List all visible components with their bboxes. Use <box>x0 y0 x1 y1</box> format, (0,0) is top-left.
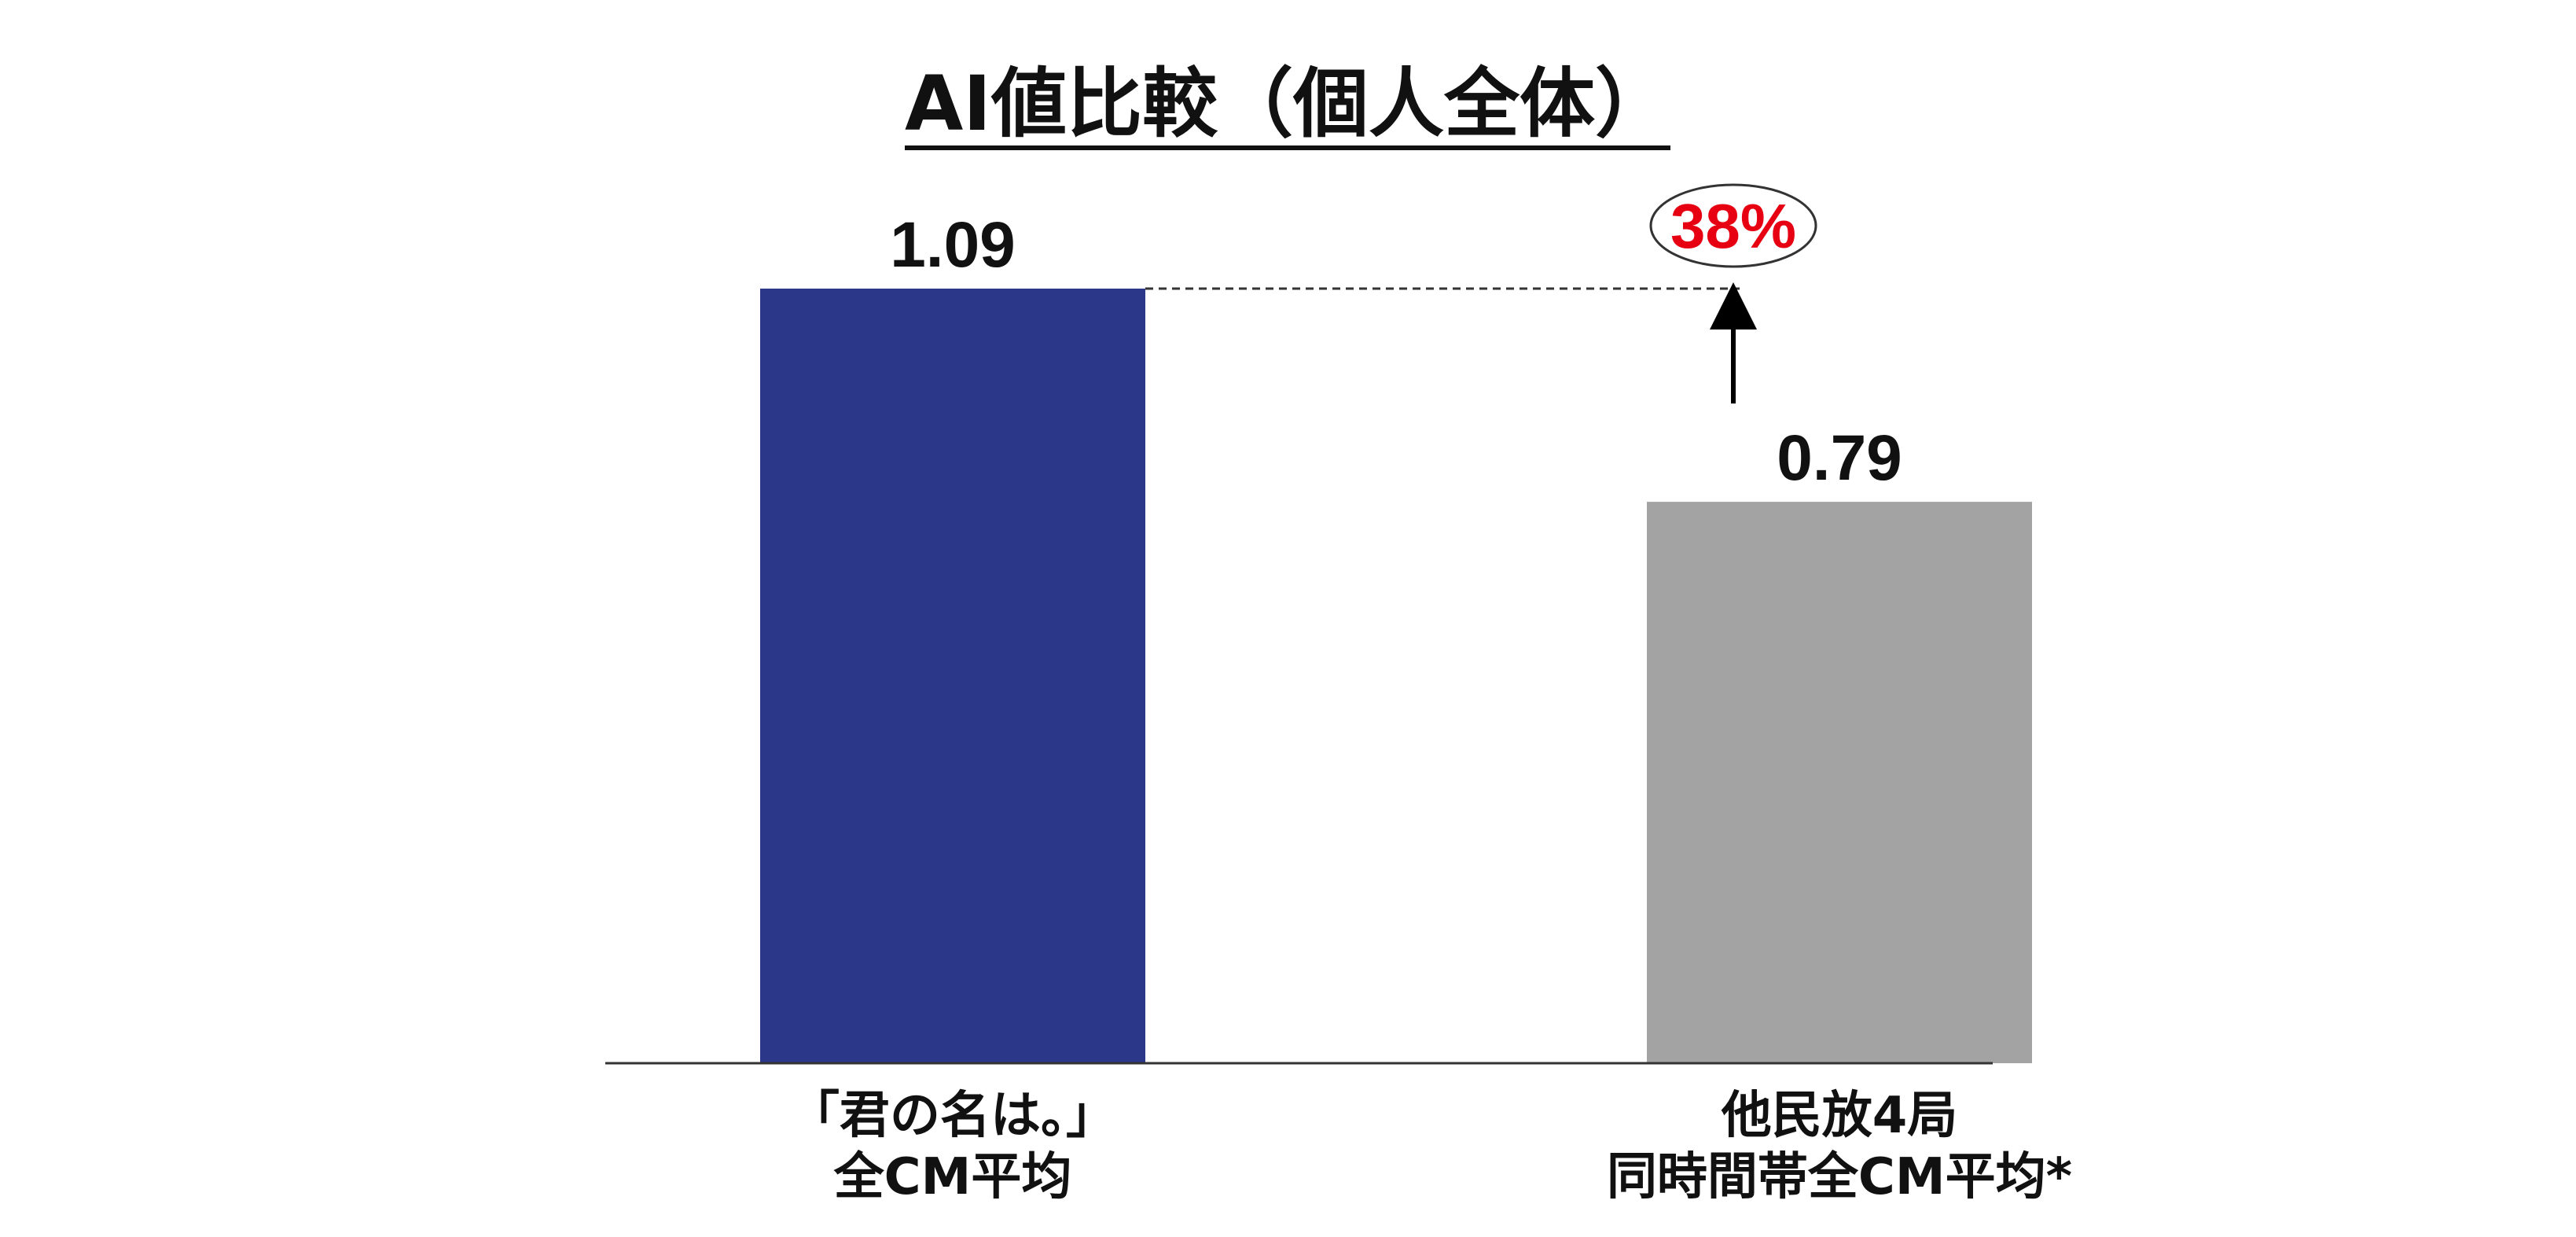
category-label-1-line-1: 「君の名は。」 <box>789 1087 1116 1145</box>
chart-title-group: AI値比較（個人全体） <box>904 60 1671 150</box>
value-label-2: 0.79 <box>1777 422 1902 494</box>
annotation-layer: 38% <box>1145 183 1817 404</box>
value-labels-layer: 1.09 0.79 <box>890 209 1902 494</box>
value-label-1: 1.09 <box>890 209 1016 281</box>
percentage-ellipse <box>1649 183 1817 268</box>
bars-layer <box>760 289 2032 1063</box>
bar-2 <box>1647 502 2032 1063</box>
bar-1 <box>760 289 1145 1063</box>
category-label-1-line-2: 全CM平均 <box>833 1148 1072 1206</box>
category-label-2-line-1: 他民放4局 <box>1721 1087 1958 1145</box>
chart-title: AI値比較（個人全体） <box>905 60 1670 148</box>
category-label-2-line-2: 同時間帯全CM平均* <box>1607 1148 2072 1206</box>
percentage-label: 38% <box>1670 191 1796 261</box>
